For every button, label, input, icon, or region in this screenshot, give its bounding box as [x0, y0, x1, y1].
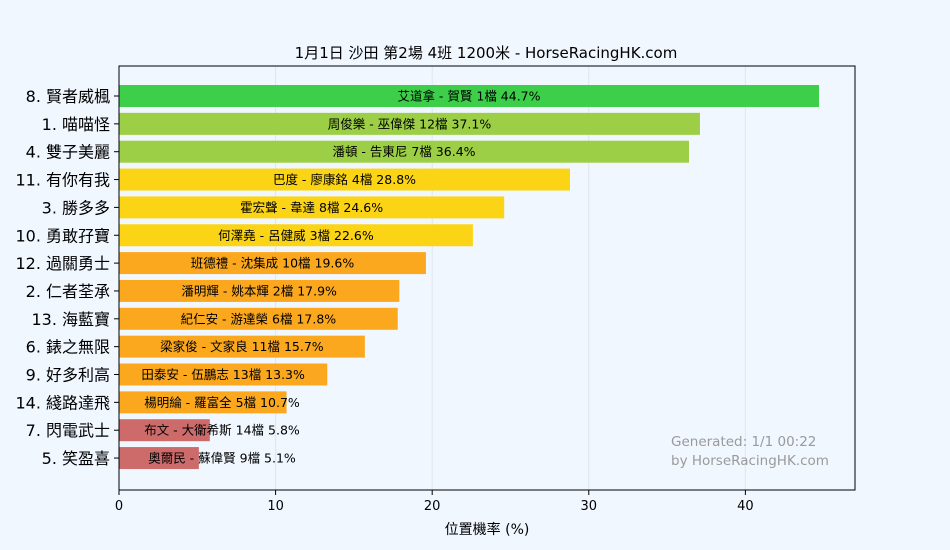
bar-data-label: 何澤堯 - 呂健威 3檔 22.6% [218, 228, 374, 243]
x-tick-label: 30 [581, 499, 598, 514]
y-tick-label: 4. 雙子美麗 [26, 143, 110, 162]
y-tick-label: 2. 仁者荃承 [26, 282, 110, 301]
bar [119, 447, 199, 470]
bar [119, 224, 473, 247]
y-tick-label: 5. 笑盈喜 [42, 449, 110, 468]
bar [119, 112, 700, 135]
bar-data-label: 潘明輝 - 姚本輝 2檔 17.9% [181, 283, 337, 298]
x-tick-label: 0 [115, 499, 123, 514]
plot-area-frame [118, 65, 856, 491]
x-axis-ticks: 0 10 20 30 40 [115, 490, 754, 514]
bar [119, 168, 570, 191]
bar [119, 252, 426, 275]
y-tick-label: 8. 賢者威楓 [26, 87, 110, 106]
y-axis-tick-labels: 8. 賢者威楓 1. 喵喵怪 4. 雙子美麗 11. 有你有我 3. 勝多多 10. 勇敢… [15, 87, 119, 468]
y-tick-label: 9. 好多利高 [26, 366, 110, 385]
chart-title: 1月1日 沙田 第2場 4班 1200米 - HorseRacingHK.com [295, 44, 678, 62]
bar [119, 196, 505, 219]
x-tick-label: 40 [737, 499, 754, 514]
bar [119, 85, 819, 107]
y-tick-label: 13. 海藍寶 [31, 310, 110, 329]
y-tick-label: 3. 勝多多 [42, 198, 110, 217]
bar-data-label: 巴度 - 廖康銘 4檔 28.8% [273, 172, 416, 187]
y-tick-label: 1. 喵喵怪 [42, 115, 110, 134]
bar-data-label: 周俊樂 - 巫偉傑 12檔 37.1% [328, 116, 492, 131]
watermark-line-2: by HorseRacingHK.com [671, 453, 829, 469]
bar-data-label: 霍宏聲 - 韋達 8檔 24.6% [240, 200, 383, 215]
x-tick-label: 10 [267, 499, 284, 514]
x-axis-label: 位置機率 (%) [445, 521, 530, 538]
y-tick-label: 14. 綫路達飛 [15, 393, 110, 412]
y-tick-label: 6. 錶之無限 [26, 338, 110, 357]
x-tick-label: 20 [424, 499, 441, 514]
bars [119, 85, 819, 470]
bar-data-label: 潘頓 - 告東尼 7檔 36.4% [332, 144, 475, 159]
bar-data-label: 奧爾民 - 蘇偉賢 9檔 5.1% [148, 451, 296, 466]
bar [119, 335, 365, 358]
bar [119, 279, 400, 302]
bar-data-label: 楊明綸 - 羅富全 5檔 10.7% [144, 395, 300, 410]
watermark-line-1: Generated: 1/1 00:22 [671, 434, 816, 450]
bar [119, 391, 287, 414]
y-tick-label: 11. 有你有我 [15, 171, 110, 190]
bar [119, 363, 328, 386]
bar-data-label: 紀仁安 - 游達榮 6檔 17.8% [181, 311, 337, 326]
bar [119, 419, 210, 442]
bar-data-label: 班德禮 - 沈集成 10檔 19.6% [191, 256, 355, 271]
y-tick-label: 7. 閃電武士 [26, 421, 110, 440]
bar-data-label: 田泰安 - 伍鵬志 13檔 13.3% [141, 367, 305, 382]
bar [119, 307, 398, 330]
bar-data-label: 艾道拿 - 賀賢 1檔 44.7% [397, 89, 540, 104]
y-tick-label: 12. 過關勇士 [15, 254, 110, 273]
bar-data-label: 布文 - 大衛希斯 14檔 5.8% [144, 423, 300, 438]
bar-labels: 艾道拿 - 賀賢 1檔 44.7% 周俊樂 - 巫偉傑 12檔 37.1% 潘頓 -… [141, 89, 540, 466]
bar-data-label: 梁家俊 - 文家良 11檔 15.7% [160, 339, 324, 354]
y-tick-label: 10. 勇敢孖寶 [15, 226, 110, 245]
bar [119, 140, 690, 163]
